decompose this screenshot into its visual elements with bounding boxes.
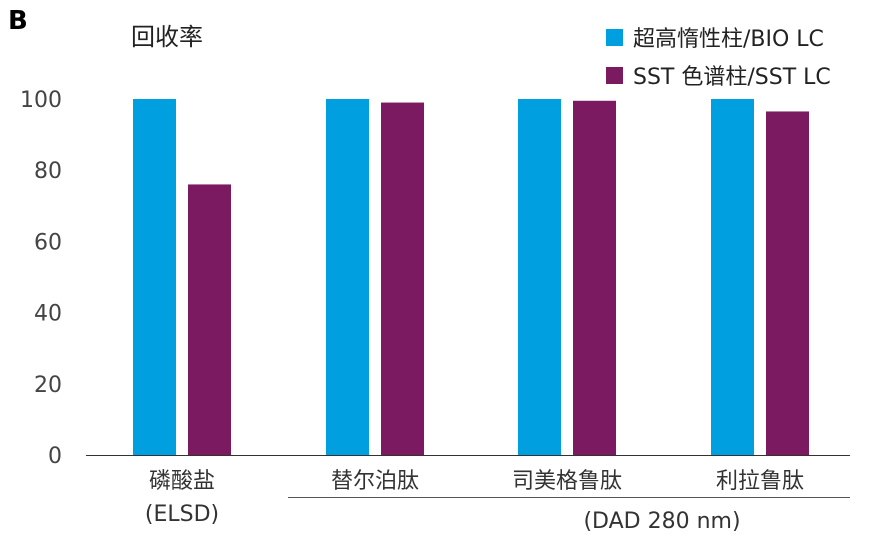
x-tick-label-3: 利拉鲁肽 (716, 469, 804, 494)
y-axis-title: 回收率 (131, 23, 203, 51)
panel-label: B (8, 6, 28, 36)
legend: 超高惰性柱/BIO LC SST 色谱柱/SST LC (606, 18, 831, 94)
bar-sst-1 (381, 102, 424, 455)
legend-item-sst: SST 色谱柱/SST LC (606, 56, 831, 94)
group-label: (DAD 280 nm) (583, 509, 740, 534)
bar-bio-0 (133, 99, 176, 455)
y-tick-label-60: 60 (34, 230, 62, 255)
x-tick-label-2: 司美格鲁肽 (512, 469, 622, 494)
legend-swatch-sst (606, 66, 623, 84)
legend-label-bio: 超高惰性柱/BIO LC (633, 27, 824, 52)
y-tick-label-40: 40 (34, 302, 62, 327)
x-tick-label-0: 磷酸盐 (149, 469, 215, 494)
x-tick-sublabel-0: (ELSD) (145, 502, 219, 527)
bar-sst-2 (573, 100, 616, 455)
bar-bio-2 (518, 99, 561, 455)
legend-label-sst: SST 色谱柱/SST LC (633, 65, 831, 90)
x-tick-label-1: 替尔泊肽 (331, 469, 419, 494)
y-tick-label-20: 20 (34, 373, 62, 398)
y-tick-label-80: 80 (34, 159, 62, 184)
bar-sst-0 (188, 184, 231, 455)
y-tick-label-0: 0 (48, 444, 62, 469)
bar-bio-1 (326, 99, 369, 455)
bar-bio-3 (711, 99, 754, 455)
bar-sst-3 (766, 111, 809, 456)
legend-item-bio: 超高惰性柱/BIO LC (606, 18, 831, 56)
y-tick-label-100: 100 (20, 88, 62, 113)
legend-swatch-bio (606, 28, 623, 46)
